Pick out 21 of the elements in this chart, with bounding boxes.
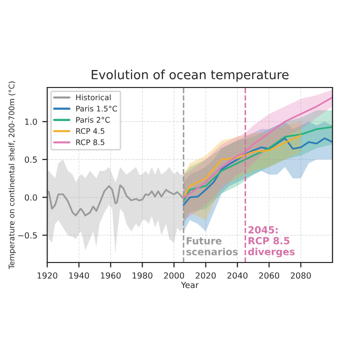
x-axis-title: Year [181,282,199,288]
y-tick-label: 1.0 [25,118,37,125]
x-tick-label: 1960 [100,272,121,279]
x-tick-label: 2040 [227,272,248,279]
x-tick-label: 1920 [38,272,58,279]
ref-line-label: 2045: RCP 8.5 diverges [248,226,295,258]
line-series [182,137,332,206]
x-tick-label: 2000 [164,272,184,279]
line-series [182,96,332,198]
x-tick-label: 2080 [290,272,311,279]
y-tick-label: −0.5 [18,232,37,239]
y-tick-label: 0.0 [24,194,37,201]
line-series [182,126,332,202]
x-tick-label: 2060 [259,272,280,279]
chart-title: Evolution of ocean temperature [92,70,289,82]
line-series [182,134,302,198]
y-tick-label: 0.5 [24,156,37,163]
x-tick-label: 2020 [196,272,216,279]
ref-line-label: Future scenarios [186,237,238,256]
x-tick-label: 1940 [69,272,89,279]
x-tick-label: 1980 [132,272,152,279]
